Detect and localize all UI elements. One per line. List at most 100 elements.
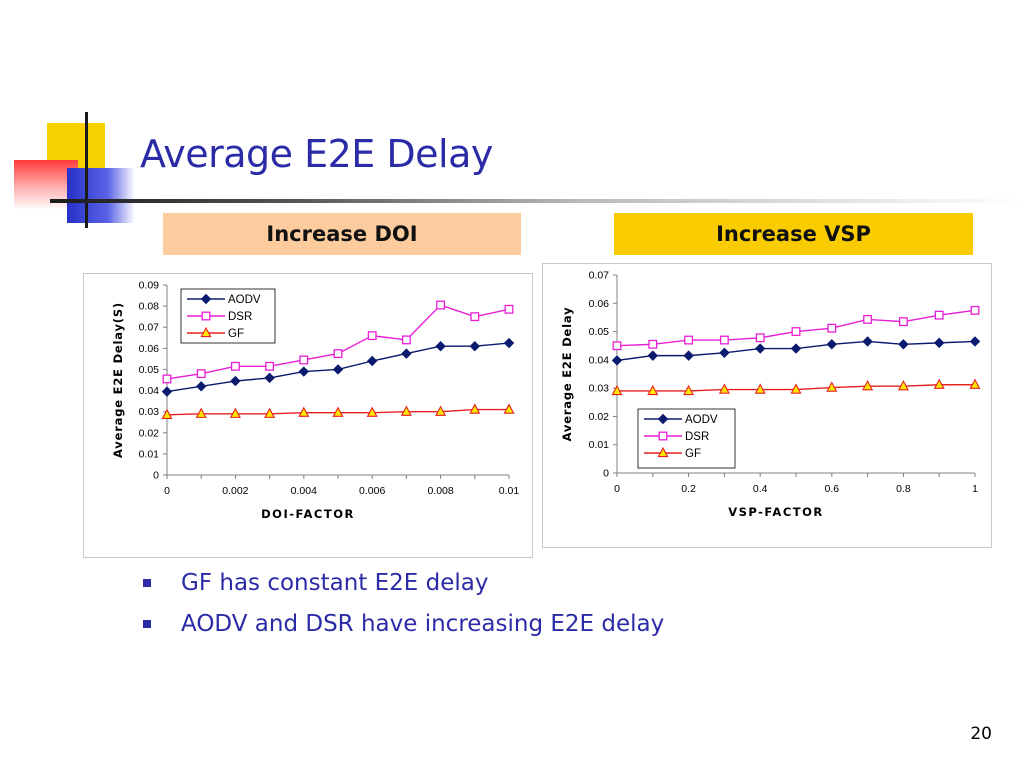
bullet-text: GF has constant E2E delay	[181, 570, 489, 596]
chart-doi-y-tick-label: 0.08	[139, 301, 160, 313]
chart-vsp-y-tick-label: 0	[603, 468, 609, 480]
chart-vsp-legend-marker-dsr	[658, 431, 668, 441]
chart-vsp-legend-label-gf: GF	[685, 448, 701, 460]
chart-vsp-aodv-point	[898, 339, 909, 350]
chart-doi-aodv-point	[298, 366, 310, 377]
chart-doi-y-axis-label: Average E2E Delay(S)	[111, 302, 125, 458]
chart-vsp-gf-point	[683, 384, 695, 396]
chart-doi-x-tick-label: 0	[164, 485, 170, 497]
chart-doi-dsr-point	[367, 331, 377, 341]
chart-doi-aodv-point	[332, 364, 344, 375]
chart-doi-gf-point	[503, 403, 515, 414]
section-label-doi: Increase DOI	[163, 213, 521, 255]
chart-doi-aodv-point	[264, 372, 275, 384]
chart-doi-dsr-point	[230, 361, 240, 371]
chart-doi-dsr-point	[162, 374, 172, 384]
chart-doi-legend-label-gf: GF	[228, 328, 244, 340]
chart-vsp-aodv-point	[790, 343, 802, 354]
chart-vsp-gf-point	[718, 383, 730, 394]
chart-doi-aodv-point	[503, 337, 515, 349]
chart-vsp-dsr-point	[648, 339, 658, 349]
chart-vsp-gf-point	[862, 379, 874, 391]
chart-vsp-aodv-point	[969, 336, 981, 347]
bullet-item: GF has constant E2E delay	[143, 566, 664, 607]
chart-vsp-y-tick-label: 0.04	[589, 354, 610, 366]
chart-vsp-legend-label-aodv: AODV	[685, 414, 718, 426]
chart-vsp-x-tick-label: 0.8	[896, 483, 911, 495]
chart-doi-aodv-point	[230, 375, 241, 387]
chart-vsp-y-tick-label: 0.01	[589, 439, 610, 451]
chart-doi-y-tick-label: 0.06	[139, 343, 160, 355]
chart-doi-dsr-point	[196, 369, 206, 379]
chart-vsp-gf-point	[933, 378, 945, 389]
chart-vsp-x-tick-label: 0	[614, 483, 620, 495]
decorative-blue-square	[67, 168, 135, 223]
chart-doi-y-tick-label: 0.09	[139, 280, 160, 292]
chart-vsp-dsr-point	[719, 335, 729, 345]
chart-doi-x-tick-label: 0.01	[499, 485, 520, 497]
chart-vsp-dsr-point	[934, 310, 944, 320]
chart-doi-y-tick-label: 0.01	[139, 448, 160, 460]
chart-doi-y-tick-label: 0	[153, 470, 159, 482]
chart-vsp-dsr-point	[791, 327, 801, 337]
chart-doi-legend	[180, 288, 276, 344]
chart-vsp-gf-point	[647, 384, 659, 396]
chart-vsp-gf-point	[826, 381, 838, 392]
chart-doi-gf-point	[298, 406, 310, 417]
chart-doi: 0 0.01 0.02 0.03 0.04 0.05 0.06 0.07 0.08 0.09 0 0.…	[83, 273, 533, 558]
chart-vsp-gf-point	[969, 378, 981, 389]
chart-doi-y-tick-label: 0.02	[139, 427, 160, 439]
chart-vsp-aodv-point	[826, 339, 838, 350]
chart-doi-dsr-point	[265, 361, 275, 371]
chart-vsp-aodv-point	[647, 350, 659, 361]
chart-vsp-aodv-point	[683, 350, 694, 361]
chart-vsp-x-tick-label: 1	[972, 483, 978, 495]
chart-vsp-x-tick-label: 0.4	[753, 483, 768, 495]
chart-doi-x-tick-label: 0.006	[359, 485, 385, 497]
chart-doi-gf-point	[264, 407, 276, 418]
chart-doi-legend-marker-gf	[200, 326, 212, 338]
square-bullet-icon	[143, 620, 151, 628]
chart-doi-gf-point	[195, 407, 207, 418]
chart-vsp-y-tick-label: 0.07	[589, 270, 610, 282]
chart-vsp-aodv-point	[862, 336, 873, 347]
decorative-vertical-line	[85, 112, 88, 228]
chart-doi-dsr-point	[436, 300, 446, 310]
slide-title: Average E2E Delay	[140, 132, 493, 176]
chart-vsp-y-tick-label: 0.02	[589, 411, 610, 423]
chart-vsp-aodv-point	[719, 347, 730, 358]
chart-doi-svg: 0 0.01 0.02 0.03 0.04 0.05 0.06 0.07 0.08 0.09 0 0.…	[111, 280, 520, 522]
chart-vsp: 0 0.01 0.02 0.03 0.04 0.05 0.06 0.07 0 0.2 0.4 0.6 0…	[542, 263, 992, 548]
chart-doi-dsr-point	[504, 304, 514, 314]
chart-vsp-y-tick-label: 0.05	[589, 326, 610, 338]
chart-vsp-legend-label-dsr: DSR	[685, 431, 709, 443]
chart-vsp-y-tick-label: 0.06	[589, 298, 610, 310]
section-label-vsp: Increase VSP	[614, 213, 973, 255]
chart-doi-aodv-point	[366, 355, 378, 367]
chart-doi-aodv-point	[469, 341, 481, 352]
bullet-text: AODV and DSR have increasing E2E delay	[181, 611, 665, 637]
chart-vsp-x-tick-label: 0.6	[824, 483, 839, 495]
chart-doi-y-tick-label: 0.05	[139, 364, 160, 376]
chart-vsp-svg: 0 0.01 0.02 0.03 0.04 0.05 0.06 0.07 0 0.2 0.4 0.6 0…	[560, 270, 981, 519]
square-bullet-icon	[143, 579, 151, 587]
chart-doi-y-tick-label: 0.03	[139, 406, 160, 418]
chart-doi-dsr-point	[401, 335, 411, 345]
chart-vsp-gf-point	[790, 383, 802, 394]
chart-vsp-gf-point	[611, 384, 623, 396]
chart-vsp-aodv-point	[754, 343, 766, 354]
chart-doi-y-tick-label: 0.04	[139, 385, 160, 397]
chart-vsp-gf-point	[897, 379, 909, 391]
chart-doi-legend-label-aodv: AODV	[228, 294, 261, 306]
chart-doi-y-tick-label: 0.07	[139, 322, 160, 334]
chart-vsp-x-tick-label: 0.2	[681, 483, 696, 495]
chart-vsp-dsr-point	[755, 333, 765, 343]
chart-doi-aodv-point	[435, 341, 446, 352]
chart-vsp-x-axis-label: VSP-FACTOR	[728, 505, 824, 519]
chart-vsp-legend-marker-aodv	[657, 413, 669, 425]
chart-vsp-y-tick-label: 0.03	[589, 383, 610, 395]
chart-doi-aodv-point	[401, 348, 412, 359]
chart-doi-x-tick-label: 0.008	[427, 485, 453, 497]
chart-vsp-dsr-point	[898, 317, 908, 327]
chart-doi-aodv-point	[161, 386, 173, 397]
